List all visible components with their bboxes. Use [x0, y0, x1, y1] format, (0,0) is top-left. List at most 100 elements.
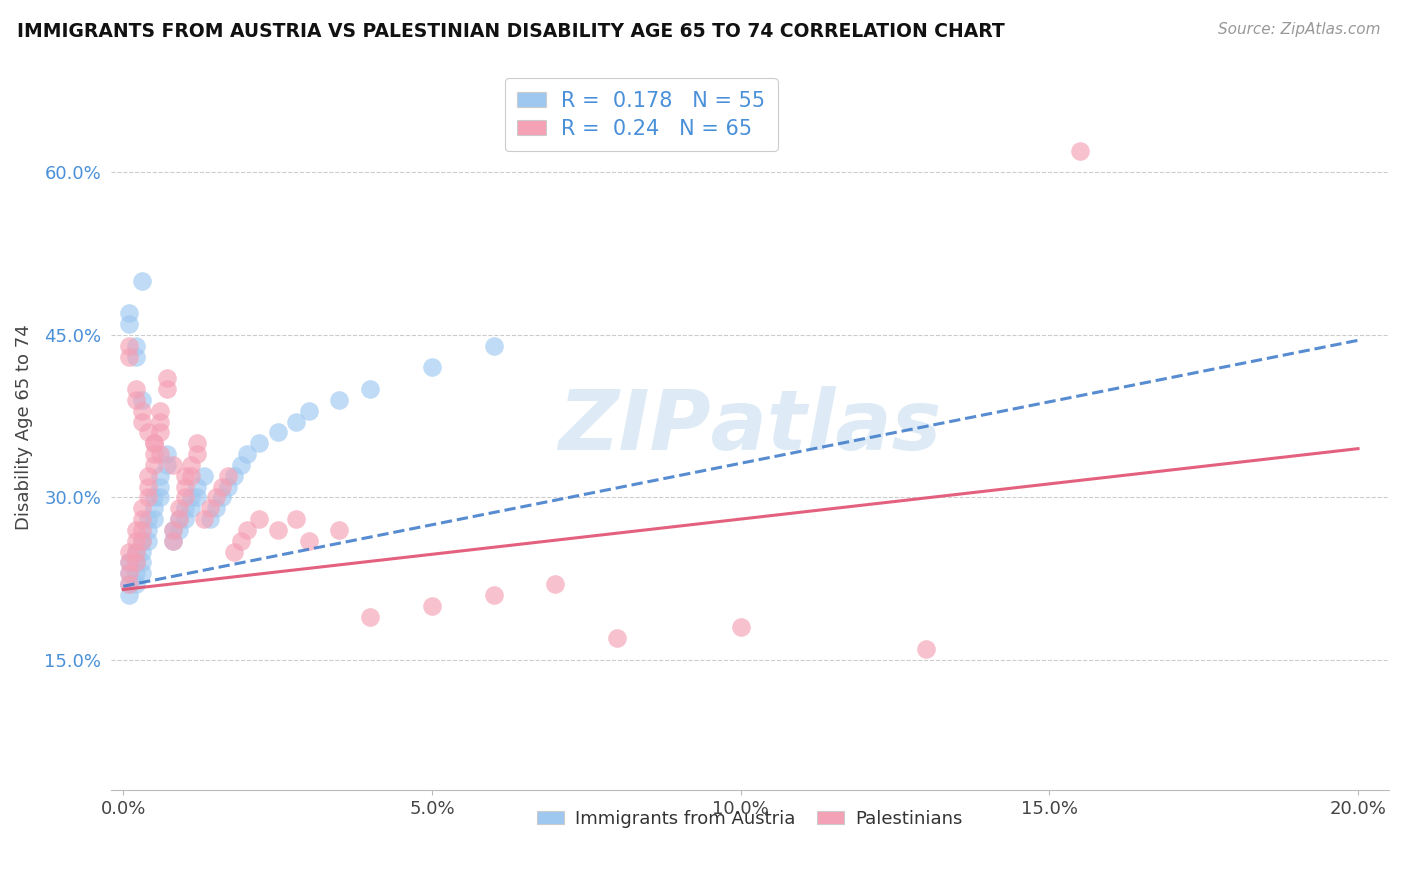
Point	[124, 382, 146, 396]
Point	[420, 599, 443, 613]
Point	[186, 436, 208, 450]
Point	[131, 544, 153, 558]
Point	[174, 491, 197, 505]
Point	[162, 523, 184, 537]
Point	[180, 458, 202, 472]
Point	[915, 642, 938, 657]
Point	[229, 458, 252, 472]
Point	[124, 556, 146, 570]
Point	[328, 392, 350, 407]
Point	[149, 447, 172, 461]
Point	[224, 544, 246, 558]
Point	[205, 501, 228, 516]
Point	[124, 350, 146, 364]
Point	[266, 425, 288, 440]
Point	[124, 556, 146, 570]
Point	[131, 415, 153, 429]
Point	[136, 425, 159, 440]
Point	[131, 566, 153, 581]
Point	[1069, 144, 1091, 158]
Point	[131, 523, 153, 537]
Point	[174, 468, 197, 483]
Point	[186, 479, 208, 493]
Point	[136, 479, 159, 493]
Point	[359, 609, 381, 624]
Point	[149, 491, 172, 505]
Point	[167, 512, 190, 526]
Point	[136, 491, 159, 505]
Point	[155, 382, 177, 396]
Point	[124, 566, 146, 581]
Point	[224, 468, 246, 483]
Point	[118, 566, 141, 581]
Point	[118, 577, 141, 591]
Point	[155, 371, 177, 385]
Text: IMMIGRANTS FROM AUSTRIA VS PALESTINIAN DISABILITY AGE 65 TO 74 CORRELATION CHART: IMMIGRANTS FROM AUSTRIA VS PALESTINIAN D…	[17, 22, 1005, 41]
Legend: Immigrants from Austria, Palestinians: Immigrants from Austria, Palestinians	[530, 803, 970, 835]
Point	[205, 491, 228, 505]
Point	[297, 533, 319, 548]
Point	[167, 523, 190, 537]
Point	[544, 577, 567, 591]
Point	[131, 392, 153, 407]
Point	[149, 403, 172, 417]
Point	[247, 512, 270, 526]
Point	[217, 479, 239, 493]
Point	[285, 512, 308, 526]
Point	[359, 382, 381, 396]
Point	[124, 577, 146, 591]
Point	[162, 458, 184, 472]
Point	[124, 339, 146, 353]
Text: ZIP​atlas: ZIP​atlas	[558, 386, 942, 467]
Point	[266, 523, 288, 537]
Point	[167, 512, 190, 526]
Point	[118, 544, 141, 558]
Point	[118, 339, 141, 353]
Point	[149, 415, 172, 429]
Point	[730, 620, 752, 634]
Point	[236, 523, 259, 537]
Point	[186, 491, 208, 505]
Point	[211, 479, 233, 493]
Point	[162, 533, 184, 548]
Point	[124, 544, 146, 558]
Point	[118, 556, 141, 570]
Point	[167, 501, 190, 516]
Point	[155, 447, 177, 461]
Point	[174, 512, 197, 526]
Point	[174, 501, 197, 516]
Point	[198, 501, 221, 516]
Point	[143, 458, 166, 472]
Point	[247, 436, 270, 450]
Point	[143, 512, 166, 526]
Point	[328, 523, 350, 537]
Point	[136, 512, 159, 526]
Point	[124, 533, 146, 548]
Point	[193, 468, 215, 483]
Point	[118, 317, 141, 331]
Point	[131, 501, 153, 516]
Point	[124, 523, 146, 537]
Point	[136, 468, 159, 483]
Point	[482, 339, 505, 353]
Point	[124, 392, 146, 407]
Point	[162, 533, 184, 548]
Point	[162, 523, 184, 537]
Point	[236, 447, 259, 461]
Point	[606, 632, 628, 646]
Point	[131, 533, 153, 548]
Point	[149, 479, 172, 493]
Point	[124, 544, 146, 558]
Text: Source: ZipAtlas.com: Source: ZipAtlas.com	[1218, 22, 1381, 37]
Point	[118, 350, 141, 364]
Point	[136, 533, 159, 548]
Point	[143, 447, 166, 461]
Y-axis label: Disability Age 65 to 74: Disability Age 65 to 74	[15, 324, 32, 530]
Point	[136, 523, 159, 537]
Point	[198, 512, 221, 526]
Point	[131, 274, 153, 288]
Point	[155, 458, 177, 472]
Point	[143, 501, 166, 516]
Point	[131, 403, 153, 417]
Point	[229, 533, 252, 548]
